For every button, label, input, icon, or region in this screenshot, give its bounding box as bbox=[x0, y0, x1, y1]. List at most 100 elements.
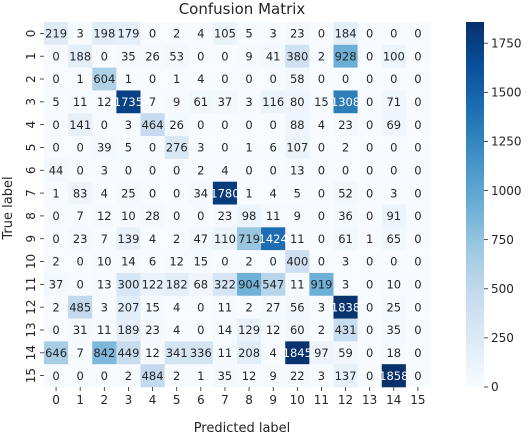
heatmap-cell bbox=[212, 227, 238, 251]
cell-value-label: 69 bbox=[386, 118, 401, 132]
heatmap-cell bbox=[92, 295, 117, 319]
cell-value-label: 904 bbox=[238, 278, 260, 292]
cell-value-label: 116 bbox=[262, 95, 284, 109]
cell-value-label: 0 bbox=[414, 323, 421, 337]
cell-value-label: 107 bbox=[286, 141, 308, 155]
heatmap-cell bbox=[309, 136, 334, 160]
cell-value-label: 0 bbox=[342, 72, 349, 86]
x-tick-labels: 0 1 2 3 4 5 6 7 8 9 10 11 12 13 14 15 bbox=[52, 387, 426, 407]
cell-value-label: 10 bbox=[386, 278, 401, 292]
cell-value-label: 0 bbox=[149, 27, 156, 41]
y-tick-label: 2 bbox=[24, 75, 38, 83]
colorbar-tick-label: 1000 bbox=[491, 184, 522, 198]
cell-value-label: 0 bbox=[77, 369, 84, 383]
cell-value-label: 3 bbox=[77, 27, 84, 41]
heatmap-cell bbox=[212, 90, 238, 114]
cell-value-label: 208 bbox=[238, 346, 260, 360]
cell-value-label: 646 bbox=[45, 346, 67, 360]
cell-value-label: 26 bbox=[145, 49, 160, 63]
cell-value-label: 0 bbox=[101, 49, 108, 63]
cell-value-label: 37 bbox=[49, 278, 64, 292]
cell-value-label: 15 bbox=[145, 300, 160, 314]
cell-value-label: 3 bbox=[125, 118, 132, 132]
heatmap-cell bbox=[68, 90, 93, 114]
heatmap-cell bbox=[212, 113, 238, 137]
cell-value-label: 0 bbox=[77, 278, 84, 292]
heatmap-cell bbox=[405, 272, 431, 297]
heatmap-cell bbox=[381, 67, 407, 91]
chart-title: Confusion Matrix bbox=[179, 0, 306, 18]
cell-value-label: 1 bbox=[245, 141, 252, 155]
heatmap-cell bbox=[188, 295, 214, 319]
cell-value-label: 0 bbox=[173, 163, 180, 177]
cell-value-label: 449 bbox=[117, 346, 139, 360]
heatmap-cell bbox=[309, 341, 334, 365]
cell-value-label: 7 bbox=[101, 232, 108, 246]
cell-value-label: 0 bbox=[245, 118, 252, 132]
heatmap-cell bbox=[44, 113, 69, 137]
cell-value-label: 0 bbox=[414, 186, 421, 200]
colorbar-tick-label: 750 bbox=[491, 233, 514, 247]
cell-value-label: 14 bbox=[121, 255, 136, 269]
cell-value-label: 184 bbox=[335, 27, 357, 41]
cell-value-label: 56 bbox=[290, 300, 305, 314]
heatmap-cell bbox=[333, 67, 358, 91]
heatmap-cell bbox=[188, 158, 214, 182]
cell-value-label: 431 bbox=[335, 323, 357, 337]
heatmap-cell bbox=[405, 181, 431, 205]
heatmap-cell bbox=[261, 204, 286, 228]
heatmap-cell bbox=[357, 227, 383, 251]
heatmap-cell bbox=[68, 181, 93, 205]
cell-value-label: 9 bbox=[173, 95, 180, 109]
cell-value-label: 928 bbox=[335, 49, 357, 63]
heatmap-cell bbox=[68, 22, 93, 46]
x-tick-label: 14 bbox=[386, 393, 401, 407]
heatmap-cell bbox=[212, 364, 238, 388]
cell-value-label: 0 bbox=[414, 278, 421, 292]
heatmap-cell bbox=[285, 364, 310, 388]
cell-value-label: 12 bbox=[97, 209, 112, 223]
cell-value-label: 28 bbox=[145, 209, 160, 223]
cell-value-label: 0 bbox=[414, 72, 421, 86]
heatmap-cell bbox=[285, 158, 310, 182]
colorbar-tick-label: 500 bbox=[491, 282, 514, 296]
heatmap-cell bbox=[405, 44, 431, 68]
cell-value-label: 0 bbox=[414, 346, 421, 360]
heatmap-cell bbox=[357, 272, 383, 297]
cell-value-label: 12 bbox=[145, 346, 160, 360]
heatmap-cell bbox=[381, 295, 407, 319]
cell-value-label: 0 bbox=[366, 278, 373, 292]
heatmap-cell bbox=[140, 136, 165, 160]
heatmap-cell bbox=[261, 136, 286, 160]
heatmap-cell bbox=[405, 22, 431, 46]
heatmap-cell-labels: 219 3 198 179 0 2 4 105 5 3 23 0 184 0 0 00 188 0 35 26 53 0 0… bbox=[45, 27, 422, 383]
heatmap-cell bbox=[381, 364, 407, 388]
cell-value-label: 0 bbox=[414, 209, 421, 223]
x-tick-label: 4 bbox=[149, 393, 157, 407]
heatmap-cell bbox=[188, 364, 214, 388]
heatmap-cell bbox=[357, 204, 383, 228]
heatmap-cell bbox=[237, 181, 262, 205]
heatmap-cell bbox=[116, 22, 141, 46]
heatmap-cell bbox=[116, 158, 141, 182]
cell-value-label: 39 bbox=[97, 141, 112, 155]
heatmap-cell bbox=[237, 318, 262, 342]
heatmap-cell bbox=[140, 44, 165, 68]
heatmap-cell bbox=[140, 250, 165, 274]
cell-value-label: 1 bbox=[173, 72, 180, 86]
cell-value-label: 3 bbox=[245, 95, 252, 109]
heatmap-cell bbox=[140, 22, 165, 46]
heatmap-cell bbox=[333, 22, 358, 46]
heatmap-cell bbox=[333, 113, 358, 137]
heatmap-cell bbox=[164, 250, 190, 274]
colorbar: 0 250 500 750 1000 1250 1500 1750 bbox=[466, 22, 522, 394]
y-tick-label: 9 bbox=[24, 235, 38, 243]
cell-value-label: 3 bbox=[390, 186, 397, 200]
heatmap-cell bbox=[285, 44, 310, 68]
cell-value-label: 0 bbox=[197, 323, 204, 337]
cell-value-label: 15 bbox=[314, 95, 329, 109]
heatmap-cell bbox=[92, 181, 117, 205]
heatmap-cell bbox=[68, 272, 93, 297]
colorbar-tick-label: 0 bbox=[491, 380, 499, 394]
cell-value-label: 0 bbox=[390, 255, 397, 269]
